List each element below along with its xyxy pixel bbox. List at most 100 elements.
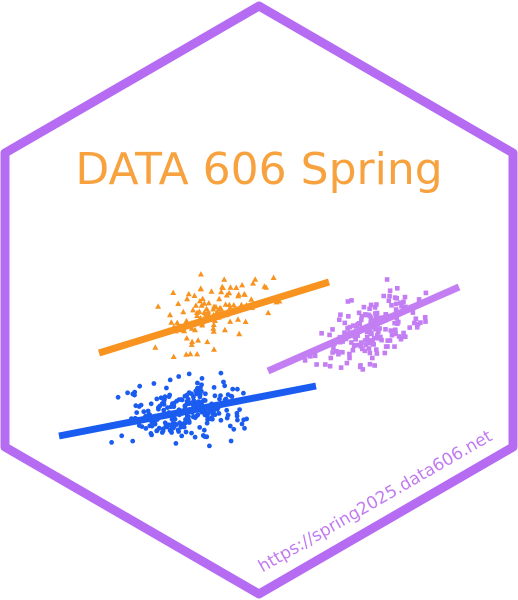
purple-cluster-point — [353, 337, 358, 342]
orange-cluster-point — [226, 289, 233, 296]
purple-cluster-point — [374, 310, 380, 316]
blue-cluster-point — [218, 417, 224, 423]
blue-cluster-point — [162, 420, 168, 426]
purple-cluster-point — [415, 321, 421, 327]
purple-cluster-point — [396, 319, 401, 325]
blue-cluster-point — [189, 430, 194, 436]
blue-cluster-point — [228, 393, 234, 399]
blue-cluster-point — [181, 420, 187, 426]
purple-cluster-point — [350, 347, 356, 353]
purple-cluster-point — [327, 363, 333, 369]
purple-cluster-point — [347, 351, 352, 357]
blue-cluster-point — [230, 386, 236, 392]
orange-cluster-point — [155, 303, 162, 309]
purple-cluster-point — [382, 350, 388, 356]
purple-cluster-point — [336, 351, 341, 357]
sticker-title: DATA 606 Spring — [75, 144, 442, 195]
purple-cluster-point — [356, 321, 362, 326]
blue-cluster-point — [164, 385, 169, 391]
purple-cluster-point — [358, 340, 364, 345]
purple-cluster-point — [401, 330, 406, 336]
purple-cluster-point — [357, 364, 363, 370]
orange-cluster-point — [184, 295, 191, 302]
blue-cluster-point — [157, 403, 163, 409]
purple-cluster-point — [338, 365, 344, 370]
orange-cluster-point — [199, 295, 206, 301]
blue-cluster-point — [119, 433, 125, 439]
orange-cluster-point — [180, 308, 187, 315]
blue-cluster-point — [167, 377, 173, 383]
purple-cluster-point — [383, 327, 388, 332]
blue-cluster-point — [222, 383, 228, 389]
orange-cluster-point — [211, 346, 217, 352]
blue-cluster-point — [218, 393, 223, 398]
purple-cluster-point — [369, 331, 374, 337]
blue-cluster-point — [156, 425, 162, 431]
orange-cluster-point — [233, 284, 240, 290]
orange-cluster-point — [235, 292, 242, 299]
purple-cluster-point — [330, 327, 335, 332]
purple-cluster-point — [374, 302, 379, 307]
purple-regression-line — [266, 283, 461, 375]
blue-cluster-point — [109, 440, 114, 445]
orange-cluster-point — [270, 274, 277, 280]
orange-cluster-point — [191, 292, 198, 298]
orange-cluster-point — [210, 328, 217, 334]
purple-cluster-point — [347, 355, 352, 361]
orange-cluster-point — [196, 297, 203, 304]
blue-cluster-point — [212, 393, 218, 399]
purple-cluster-point — [379, 337, 384, 343]
blue-cluster-point — [210, 416, 215, 422]
blue-cluster-point — [132, 392, 137, 398]
blue-cluster-point — [125, 390, 130, 396]
purple-cluster-point — [393, 331, 398, 337]
purple-cluster-point — [323, 362, 328, 367]
blue-cluster-point — [228, 438, 234, 444]
purple-cluster-point — [394, 296, 399, 301]
purple-cluster-point — [319, 331, 324, 336]
blue-cluster-point — [202, 412, 208, 418]
orange-cluster-point — [183, 351, 190, 357]
blue-cluster-point — [201, 397, 207, 403]
blue-cluster-point — [199, 376, 205, 381]
purple-cluster-point — [388, 328, 394, 333]
blue-cluster-point — [179, 433, 185, 439]
blue-cluster-point — [235, 417, 240, 423]
blue-cluster-point — [143, 426, 149, 431]
purple-cluster-point — [338, 312, 343, 317]
blue-cluster-point — [199, 382, 205, 388]
purple-cluster-point — [347, 324, 353, 330]
purple-cluster-point — [393, 307, 399, 312]
orange-cluster-point — [236, 330, 243, 337]
blue-cluster-point — [234, 413, 240, 419]
orange-cluster-point — [174, 319, 181, 325]
purple-cluster-point — [327, 332, 332, 338]
blue-cluster-point — [167, 428, 173, 433]
purple-cluster-point — [383, 344, 389, 349]
orange-cluster-point — [242, 318, 249, 324]
orange-cluster-point — [198, 302, 205, 308]
orange-cluster-point — [226, 301, 233, 308]
blue-cluster-point — [242, 425, 247, 431]
blue-cluster-point — [194, 400, 200, 405]
blue-cluster-point — [182, 393, 188, 399]
blue-cluster-point — [218, 370, 224, 376]
blue-cluster-point — [191, 394, 196, 400]
purple-cluster-point — [374, 351, 380, 356]
orange-cluster-point — [194, 312, 201, 319]
purple-cluster-point — [349, 340, 354, 345]
purple-cluster-point — [362, 338, 368, 343]
purple-cluster-point — [368, 302, 374, 308]
purple-cluster-point — [387, 338, 393, 343]
blue-cluster-point — [167, 392, 173, 398]
purple-cluster-point — [410, 310, 416, 315]
blue-cluster-point — [194, 413, 199, 419]
purple-cluster-point — [372, 335, 377, 341]
purple-cluster-point — [381, 293, 386, 299]
blue-cluster-point — [224, 407, 230, 413]
orange-cluster-point — [168, 319, 175, 325]
purple-cluster-point — [376, 329, 381, 334]
blue-cluster-point — [241, 417, 247, 423]
orange-regression-line — [97, 278, 331, 357]
blue-cluster-point — [173, 441, 179, 446]
